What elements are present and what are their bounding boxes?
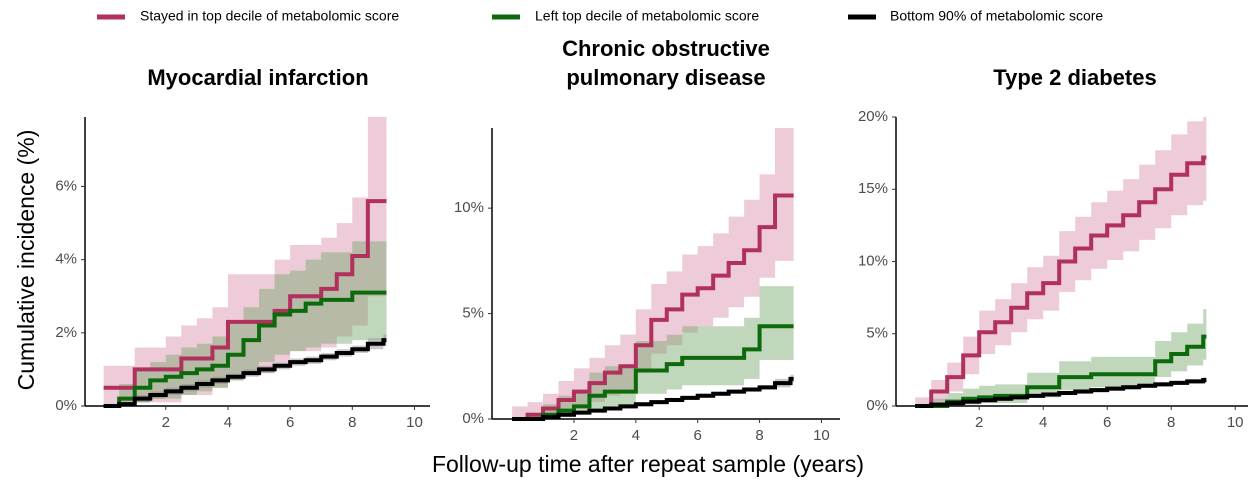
x-tick-label: 6 bbox=[694, 427, 702, 444]
x-tick-label: 8 bbox=[1167, 414, 1175, 431]
panel-title: Myocardial infarction bbox=[147, 65, 369, 90]
legend-label: Bottom 90% of metabolomic score bbox=[890, 8, 1103, 24]
x-tick-label: 8 bbox=[348, 414, 356, 431]
confidence-band bbox=[512, 128, 794, 419]
incidence-line bbox=[103, 290, 387, 408]
confidence-band bbox=[103, 334, 387, 406]
confidence-band bbox=[915, 309, 1207, 406]
y-tick-label: 0% bbox=[55, 397, 77, 414]
incidence-line bbox=[915, 155, 1207, 408]
y-tick-label: 0% bbox=[866, 397, 888, 414]
x-tick-label: 2 bbox=[975, 414, 983, 431]
x-tick-label: 2 bbox=[570, 427, 578, 444]
x-tick-label: 10 bbox=[813, 427, 830, 444]
incidence-line bbox=[512, 324, 794, 421]
y-tick-label: 6% bbox=[55, 177, 77, 194]
incidence-line bbox=[103, 199, 387, 390]
x-tick-label: 6 bbox=[286, 414, 294, 431]
incidence-line bbox=[512, 376, 794, 421]
incidence-line bbox=[915, 334, 1207, 408]
incidence-line bbox=[103, 338, 387, 408]
x-axis-label: Follow-up time after repeat sample (year… bbox=[432, 451, 864, 477]
incidence-line bbox=[512, 193, 794, 421]
y-tick-label: 2% bbox=[55, 324, 77, 341]
panel-title: Chronic obstructive pulmonary disease bbox=[562, 36, 770, 90]
panel-title: Type 2 diabetes bbox=[993, 65, 1157, 90]
legend-label: Left top decile of metabolomic score bbox=[535, 8, 759, 24]
confidence-band bbox=[103, 117, 387, 406]
x-tick-label: 8 bbox=[755, 427, 763, 444]
y-tick-label: 0% bbox=[462, 410, 484, 427]
y-tick-label: 5% bbox=[462, 305, 484, 322]
x-tick-label: 4 bbox=[224, 414, 232, 431]
y-tick-label: 10% bbox=[454, 199, 484, 216]
x-tick-label: 4 bbox=[1039, 414, 1047, 431]
incidence-line bbox=[915, 377, 1207, 408]
y-tick-label: 20% bbox=[858, 108, 888, 125]
x-tick-label: 10 bbox=[1227, 414, 1244, 431]
x-tick-label: 6 bbox=[1103, 414, 1111, 431]
legend-label: Stayed in top decile of metabolomic scor… bbox=[140, 8, 399, 24]
y-tick-label: 5% bbox=[866, 325, 888, 342]
x-tick-label: 2 bbox=[162, 414, 170, 431]
y-tick-label: 10% bbox=[858, 252, 888, 269]
y-tick-label: 4% bbox=[55, 251, 77, 268]
y-tick-label: 15% bbox=[858, 180, 888, 197]
x-tick-label: 4 bbox=[632, 427, 640, 444]
y-axis-label: Cumulative incidence (%) bbox=[13, 130, 39, 391]
x-tick-label: 10 bbox=[406, 414, 423, 431]
confidence-band bbox=[512, 286, 794, 419]
